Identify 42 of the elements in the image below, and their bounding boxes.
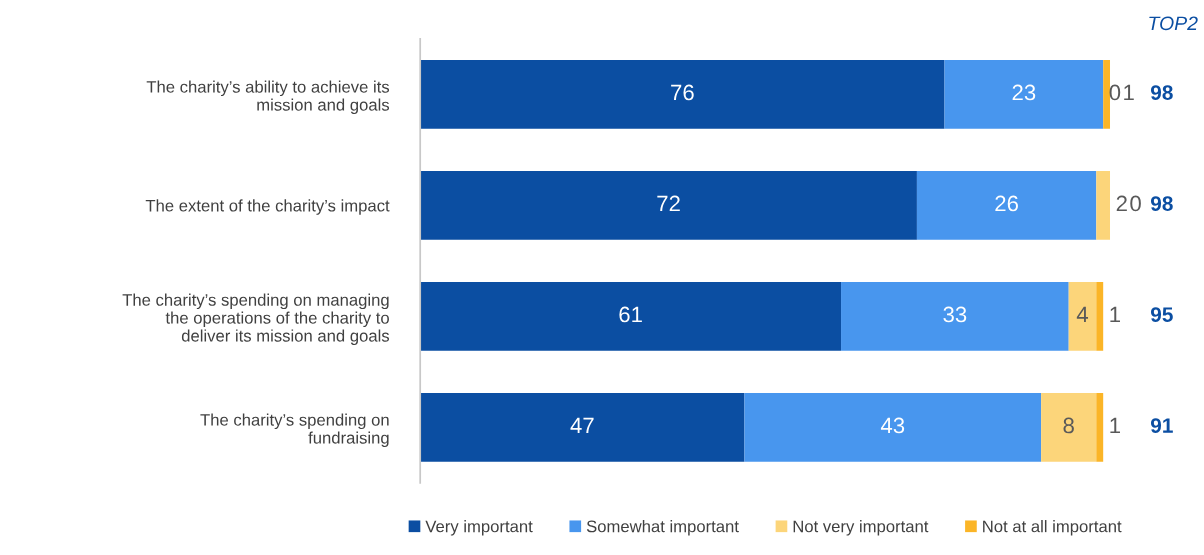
data-label: 0 (1130, 195, 1141, 212)
data-label: 43 (880, 417, 905, 434)
y-tick-label: The extent of the charity’s impact (145, 199, 390, 215)
data-label: 33 (943, 306, 967, 323)
data-label: 8 (1063, 417, 1074, 434)
legend-label: Somewhat important (586, 520, 739, 536)
data-label: 1 (1110, 417, 1120, 434)
data-label: 26 (995, 195, 1018, 212)
data-label: 47 (570, 417, 594, 434)
y-tick-label: The charity’s spending on fundraising (200, 413, 389, 448)
bar (1041, 392, 1097, 462)
data-label: 61 (619, 306, 642, 323)
bar (944, 59, 1104, 129)
bar (420, 170, 917, 240)
bar (1096, 281, 1104, 351)
y-tick-label: The charity’s ability to achieve its mission and goals (146, 80, 390, 115)
legend-label: Not very important (793, 520, 929, 536)
data-label: 76 (671, 84, 694, 101)
bar (420, 59, 945, 129)
bar (1096, 392, 1104, 462)
bar (1068, 281, 1097, 351)
bar (420, 392, 745, 462)
data-label: 4 (1076, 306, 1089, 323)
text: 98 (1150, 85, 1173, 100)
data-label: 1 (1110, 306, 1120, 323)
bar (1103, 59, 1111, 129)
text: 95 (1150, 307, 1173, 322)
text: 91 (1150, 418, 1173, 433)
data-label: 72 (657, 195, 680, 212)
data-label: 2 (1116, 195, 1127, 212)
text: 98 (1150, 196, 1173, 211)
bar (916, 170, 1097, 240)
y-tick-label: The charity’s spending on managing the operations of the charity to deliver its mission and goals (122, 293, 390, 346)
bar (841, 281, 1069, 351)
legend-label: Not at all important (983, 520, 1122, 536)
bar (744, 392, 1042, 462)
data-label: 1 (1124, 84, 1134, 101)
data-label: 23 (1012, 84, 1036, 101)
bar (1096, 170, 1111, 240)
legend-label: Very important (425, 520, 533, 536)
bar (420, 281, 842, 351)
text: TOP2 (1149, 16, 1198, 31)
